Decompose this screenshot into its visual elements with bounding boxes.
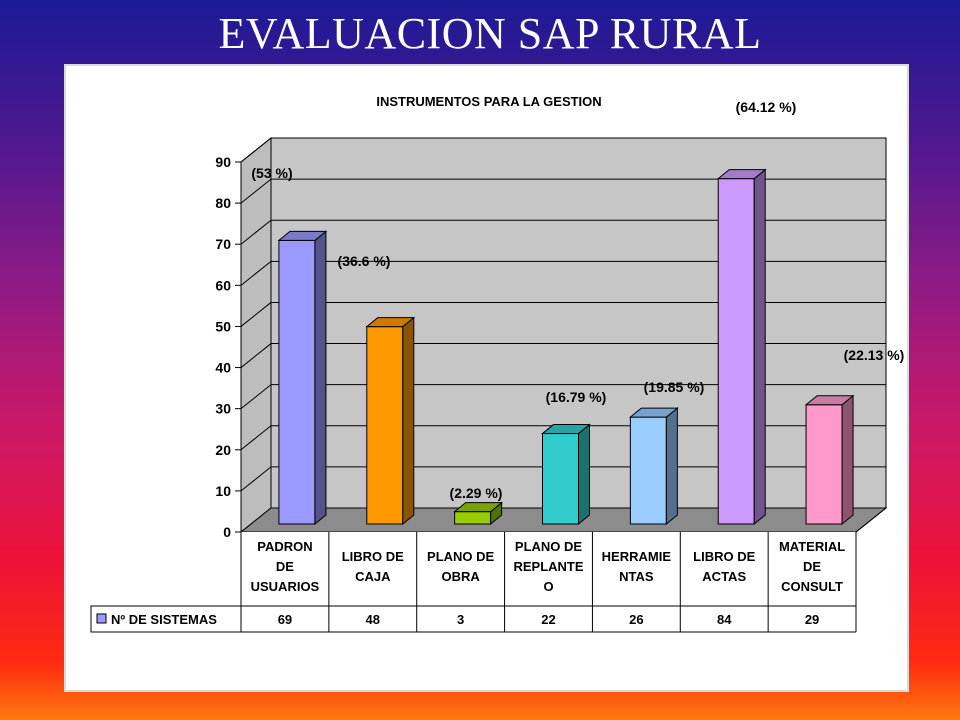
x-tick-label-line: NTAS	[619, 569, 654, 584]
gridline-side	[240, 466, 272, 492]
annotation-label: (36.6 %)	[338, 253, 391, 269]
bar-top	[453, 502, 504, 513]
table-value: 48	[366, 612, 380, 627]
gridline-side	[240, 260, 272, 286]
bar-1	[277, 230, 328, 526]
bar-top	[804, 395, 855, 406]
bar-side	[753, 168, 766, 526]
bar-top	[277, 230, 328, 241]
table-value: 84	[717, 612, 732, 627]
bar-front	[717, 178, 755, 525]
bar-side	[841, 394, 854, 526]
y-tick-label: 30	[215, 401, 231, 417]
bar-top	[541, 424, 591, 435]
y-axis-ticks: 0 10 20 30 40 50 60 70 80 90	[215, 154, 242, 540]
bars	[277, 168, 855, 526]
bar-front	[542, 433, 579, 525]
x-tick-label-line: LIBRO DE	[693, 549, 755, 564]
bar-5	[628, 407, 679, 526]
x-tick-label: PLANO DE REPLANTE O	[513, 539, 583, 594]
legend-cell	[90, 605, 242, 633]
y-tick-label: 60	[215, 277, 231, 293]
bar-top	[365, 317, 416, 328]
annotation-label: (22.13 %)	[844, 347, 905, 363]
x-tick-label-line: PLANO DE	[515, 539, 583, 554]
bar-chart: 0 10 20 30 40 50 60 70 80 90 Nº DE SISTEMAS PADRON…	[90, 94, 904, 633]
bar-front	[629, 416, 667, 525]
annotation-label: (64.12 %)	[736, 99, 797, 115]
bar-side	[402, 316, 415, 526]
x-tick-label-line: DE	[803, 559, 821, 574]
table-bg	[241, 532, 856, 632]
x-tick-label: MATERIAL DE CONSULT	[779, 539, 845, 594]
y-tick-label: 80	[215, 195, 231, 211]
x-tick-label: LIBRO DE ACTAS	[693, 549, 755, 584]
x-tick-label: PLANO DE OBRA	[427, 549, 495, 584]
floor-edge	[855, 507, 887, 533]
side-wall	[240, 136, 272, 534]
y-tick-label: 0	[223, 524, 231, 540]
legend-key	[96, 613, 107, 624]
gridline-side	[240, 137, 272, 163]
bar-front	[805, 404, 843, 525]
gridline-side	[240, 178, 272, 204]
annotation-label: (19.85 %)	[644, 379, 705, 395]
table-value: 29	[805, 612, 819, 627]
x-tick-label: HERRAMIE NTAS	[602, 549, 672, 584]
table-value: 26	[629, 612, 643, 627]
x-tick-label-line: PLANO DE	[427, 549, 495, 564]
data-table: Nº DE SISTEMAS PADRON DE USUARIOS 69 LIBRO DE…	[90, 507, 887, 633]
table-value: 22	[541, 612, 555, 627]
y-tick-label: 40	[215, 360, 231, 376]
y-tick-label: 10	[215, 483, 231, 499]
gridline-side	[240, 302, 272, 327]
bar-front	[278, 239, 316, 525]
bar-6	[716, 168, 767, 526]
x-tick-label-line: DE	[276, 559, 294, 574]
bar-top	[628, 407, 679, 418]
x-tick-label-line: MATERIAL	[779, 539, 845, 554]
annotation-label: (16.79 %)	[546, 389, 607, 405]
x-tick-label-line: USUARIOS	[251, 579, 320, 594]
gridline-side	[240, 425, 272, 451]
legend-label: Nº DE SISTEMAS	[111, 612, 217, 627]
gridline-side	[240, 343, 272, 368]
table-value: 3	[457, 612, 464, 627]
y-tick-label: 20	[215, 442, 231, 458]
gridline-side	[240, 384, 272, 410]
chart-panel: 0 10 20 30 40 50 60 70 80 90 Nº DE SISTEMAS PADRON…	[64, 64, 909, 692]
bar-7	[804, 394, 855, 526]
annotations: (53 %) (36.6 %) (2.29 %) (16.79 %) (19.85 %)…	[251, 99, 904, 501]
bar-4	[541, 423, 591, 526]
x-tick-label-line: ACTAS	[702, 569, 746, 584]
bar-top	[716, 169, 767, 180]
x-tick-label-line: OBRA	[442, 569, 481, 584]
y-tick-label: 50	[215, 318, 231, 334]
gridline-side	[240, 219, 272, 245]
bar-side	[665, 407, 678, 526]
bar-3	[453, 501, 504, 526]
y-tick-label: 70	[215, 236, 231, 252]
x-tick-label-line: CONSULT	[781, 579, 843, 594]
y-tick-label: 90	[215, 154, 231, 170]
bar-front	[454, 511, 492, 525]
x-tick-label-line: HERRAMIE	[602, 549, 672, 564]
bar-front	[366, 326, 404, 525]
x-tick-label-line: PADRON	[257, 539, 312, 554]
x-tick-label: PADRON DE USUARIOS	[251, 539, 320, 594]
annotation-label: (2.29 %)	[450, 485, 503, 501]
annotation-label: (53 %)	[251, 165, 292, 181]
x-tick-label-line: O	[543, 579, 553, 594]
x-tick-label-line: CAJA	[355, 569, 391, 584]
bar-side	[314, 230, 327, 526]
x-tick-label: LIBRO DE CAJA	[342, 549, 404, 584]
table-value: 69	[278, 612, 292, 627]
x-tick-label-line: LIBRO DE	[342, 549, 404, 564]
bar-side	[578, 423, 590, 526]
x-tick-label-line: REPLANTE	[513, 559, 583, 574]
bar-2	[365, 316, 416, 526]
slide-title: EVALUACION SAP RURAL	[218, 9, 762, 58]
chart-title: INSTRUMENTOS PARA LA GESTION	[376, 94, 601, 109]
